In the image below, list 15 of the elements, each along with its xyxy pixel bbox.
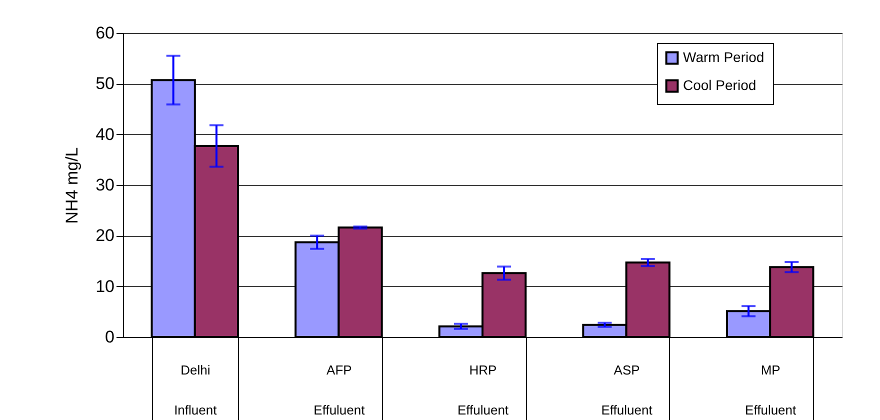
y-tick-label: 60 — [96, 24, 114, 42]
y-tick-label: 30 — [96, 176, 114, 194]
y-tick-label: 0 — [105, 328, 114, 346]
category-label: MP Effuluent — [745, 362, 796, 418]
y-tick-label: 10 — [96, 276, 114, 296]
category-label: Delhi Influent — [174, 362, 217, 418]
legend-label: Cool Period — [683, 77, 756, 93]
category-label: AFP Effuluent — [314, 362, 365, 418]
y-tick-label: 50 — [96, 74, 114, 94]
legend-label: Warm Period — [683, 49, 764, 65]
y-tick-label: 20 — [96, 226, 114, 246]
category-label: ASP Effuluent — [601, 362, 652, 418]
category-label: HRP Effuluent — [457, 362, 509, 418]
y-tick-label: 40 — [96, 124, 114, 144]
y-axis-title: NH4 mg/L — [62, 147, 82, 224]
